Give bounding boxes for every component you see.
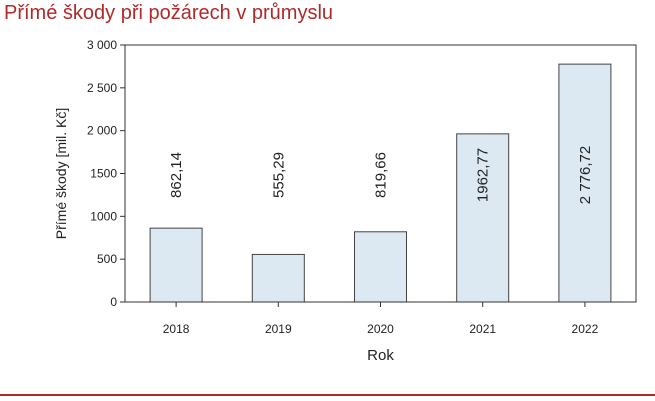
y-tick-label: 1000 xyxy=(90,209,117,223)
data-label-2021: 1962,77 xyxy=(475,148,492,202)
data-label-2018: 862,14 xyxy=(168,152,185,198)
y-tick-label: 2 500 xyxy=(87,81,117,95)
x-tick-label: 2022 xyxy=(572,322,599,336)
x-tick-label: 2019 xyxy=(265,322,292,336)
bar-2021 xyxy=(456,133,510,303)
bar-2018 xyxy=(149,227,203,303)
bars-group: 862,14 555,29 819,66 1962,77 2 776,72 xyxy=(149,63,612,303)
y-tick-label: 0 xyxy=(110,295,117,309)
data-label-2020: 819,66 xyxy=(373,152,390,198)
data-label-2019: 555,29 xyxy=(270,152,287,198)
bar-2019 xyxy=(251,253,305,303)
bottom-divider xyxy=(0,394,655,396)
plot-frame xyxy=(124,44,637,303)
y-tick-label: 1500 xyxy=(90,167,117,181)
x-tick-label: 2020 xyxy=(367,322,394,336)
y-tick-label: 2 000 xyxy=(87,124,117,138)
y-tick-label: 500 xyxy=(97,252,117,266)
x-tick-label: 2021 xyxy=(469,322,496,336)
y-axis-label: Přímé škody [mil. Kč] xyxy=(53,108,69,239)
x-tick-label: 2018 xyxy=(163,322,190,336)
y-tick-label: 3 000 xyxy=(87,38,117,52)
y-axis-group: 0 500 1000 1500 2 000 2 500 3 000 xyxy=(87,38,125,309)
data-label-2022: 2 776,72 xyxy=(577,146,594,204)
x-axis-label: Rok xyxy=(367,347,394,364)
bar-2022 xyxy=(558,63,612,303)
x-axis-group: 2018 2019 2020 2021 2022 xyxy=(163,302,599,336)
bar-2020 xyxy=(354,231,407,303)
chart-title: Přímé škody při požárech v průmyslu xyxy=(4,2,334,24)
